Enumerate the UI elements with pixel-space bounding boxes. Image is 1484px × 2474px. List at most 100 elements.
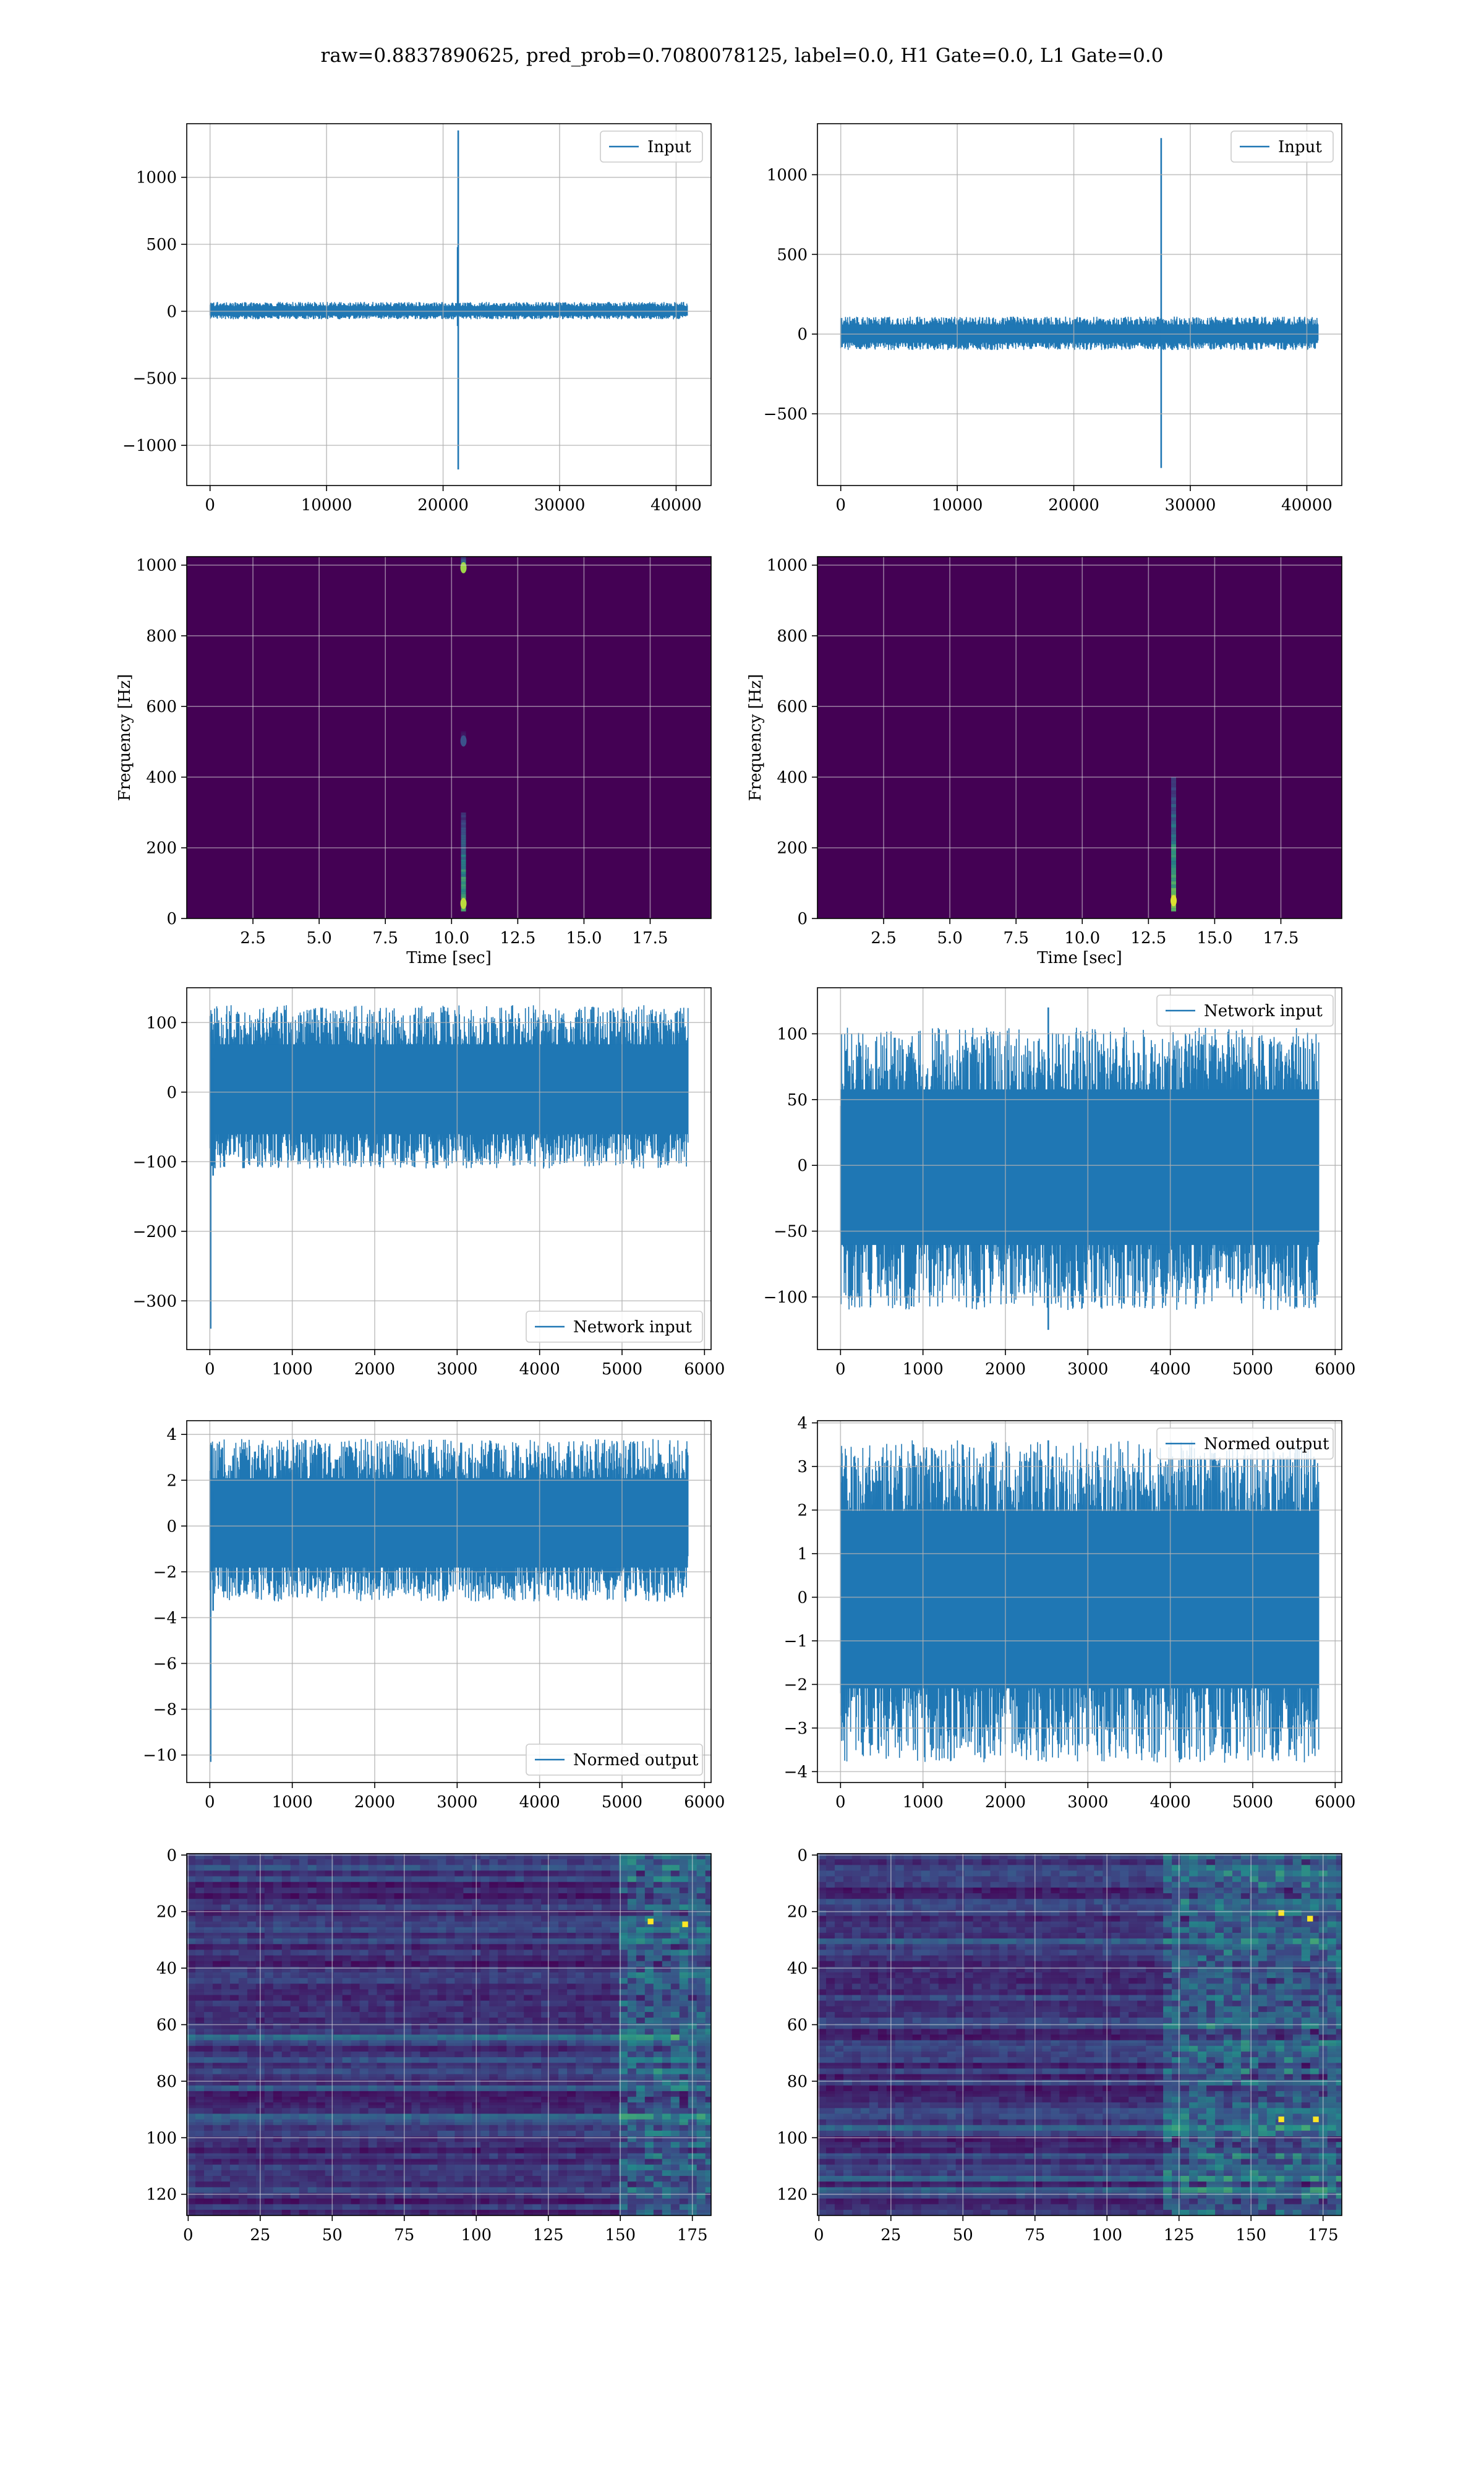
- activation-cell: [368, 1978, 377, 1984]
- activation-cell: [203, 2136, 213, 2142]
- activation-cell: [342, 2102, 351, 2108]
- activation-cell: [342, 1932, 351, 1939]
- activation-cell: [636, 1854, 646, 1860]
- activation-cell: [610, 1893, 620, 1899]
- activation-cell: [480, 1984, 490, 1990]
- activation-cell: [550, 1910, 559, 1916]
- activation-cell: [221, 2159, 231, 2165]
- activation-cell: [446, 1950, 455, 1956]
- activation-cell: [333, 2147, 343, 2154]
- activation-cell: [592, 1854, 602, 1860]
- activation-cell: [1240, 1870, 1250, 1877]
- activation-cell: [662, 2023, 672, 2029]
- activation-cell: [203, 1984, 213, 1990]
- activation-cell: [264, 2153, 274, 2159]
- activation-cell: [636, 2187, 646, 2193]
- activation-cell: [359, 2164, 369, 2171]
- activation-cell: [187, 1978, 196, 1984]
- activation-cell: [463, 2097, 472, 2103]
- activation-cell: [212, 1887, 222, 1894]
- spectrogram-streak-0: [461, 871, 466, 875]
- activation-cell: [515, 2193, 524, 2199]
- activation-cell: [351, 2023, 360, 2029]
- activation-cell: [644, 1927, 654, 1933]
- activation-cell: [368, 1904, 377, 1911]
- activation-cell: [454, 2176, 464, 2182]
- activation-cell: [342, 1915, 351, 1922]
- activation-cell: [679, 2147, 689, 2154]
- activation-cell: [333, 1938, 343, 1945]
- activation-cell: [446, 2170, 455, 2177]
- activation-cell: [359, 1904, 369, 1911]
- activation-cell: [498, 1938, 507, 1945]
- activation-cell: [446, 2006, 455, 2013]
- activation-cell: [238, 2034, 248, 2041]
- activation-cell: [403, 1915, 412, 1922]
- activation-cell: [550, 2147, 559, 2154]
- activation-cell: [662, 2193, 672, 2199]
- activation-cell: [601, 2198, 611, 2205]
- activation-cell: [463, 2034, 472, 2041]
- activation-cell: [524, 2142, 533, 2148]
- activation-cell: [446, 2102, 455, 2108]
- activation-cell: [679, 1865, 689, 1871]
- activation-cell: [342, 2130, 351, 2137]
- activation-cell: [446, 2068, 455, 2074]
- activation-cell: [325, 1910, 335, 1916]
- spectrogram-streak-0: [461, 869, 466, 872]
- activation-cell: [601, 1938, 611, 1945]
- activation-cell: [229, 2142, 239, 2148]
- activation-cell: [325, 1870, 335, 1877]
- activation-cell: [463, 2130, 472, 2137]
- activation-cell: [601, 2018, 611, 2024]
- activation-cell: [229, 1938, 239, 1945]
- activation-cell: [601, 1955, 611, 1962]
- activation-cell: [480, 2079, 490, 2086]
- activation-cell: [592, 2153, 602, 2159]
- activation-cell: [679, 2204, 689, 2211]
- activation-cell: [532, 2147, 542, 2154]
- spectrogram-streak-0: [461, 820, 466, 823]
- activation-cell: [307, 2000, 317, 2007]
- activation-cell: [212, 2000, 222, 2007]
- activation-cell: [601, 1887, 611, 1894]
- activation-cell: [524, 2057, 533, 2063]
- activation-cell: [238, 2142, 248, 2148]
- activation-cell: [515, 2130, 524, 2137]
- activation-cell: [653, 1859, 663, 1865]
- activation-cell: [1214, 1854, 1224, 1860]
- activation-cell: [229, 1865, 239, 1871]
- activation-cell: [437, 1865, 446, 1871]
- activation-cell: [627, 2091, 637, 2097]
- activation-cell: [480, 1915, 490, 1922]
- activation-cell: [247, 1859, 257, 1865]
- activation-cell: [463, 2029, 472, 2035]
- activation-cell: [705, 1978, 711, 1984]
- activation-cell: [550, 2125, 559, 2131]
- activation-cell: [290, 1887, 300, 1894]
- activation-cell: [592, 2170, 602, 2177]
- activation-cell: [281, 2023, 291, 2029]
- activation-cell: [351, 2119, 360, 2126]
- activation-cell: [377, 1865, 386, 1871]
- activation-cell: [541, 1932, 550, 1939]
- activation-cell: [696, 1893, 706, 1899]
- activation-cell: [429, 2000, 438, 2007]
- activation-cell: [325, 2085, 335, 2092]
- activation-cell: [377, 1876, 386, 1883]
- activation-cell: [290, 1944, 300, 1950]
- activation-cell: [636, 1978, 646, 1984]
- activation-cell: [377, 2142, 386, 2148]
- activation-cell: [385, 1893, 394, 1899]
- activation-cell: [273, 2018, 283, 2024]
- legend-label: Input: [1278, 138, 1322, 156]
- activation-cell: [696, 2068, 706, 2074]
- activation-cell: [195, 1865, 205, 1871]
- activation-cell: [325, 2091, 335, 2097]
- activation-cell: [524, 1961, 533, 1967]
- activation-cell: [290, 2023, 300, 2029]
- activation-cell: [351, 2170, 360, 2177]
- activation-cell: [463, 2068, 472, 2074]
- activation-cell: [541, 1915, 550, 1922]
- activation-cell: [532, 1921, 542, 1928]
